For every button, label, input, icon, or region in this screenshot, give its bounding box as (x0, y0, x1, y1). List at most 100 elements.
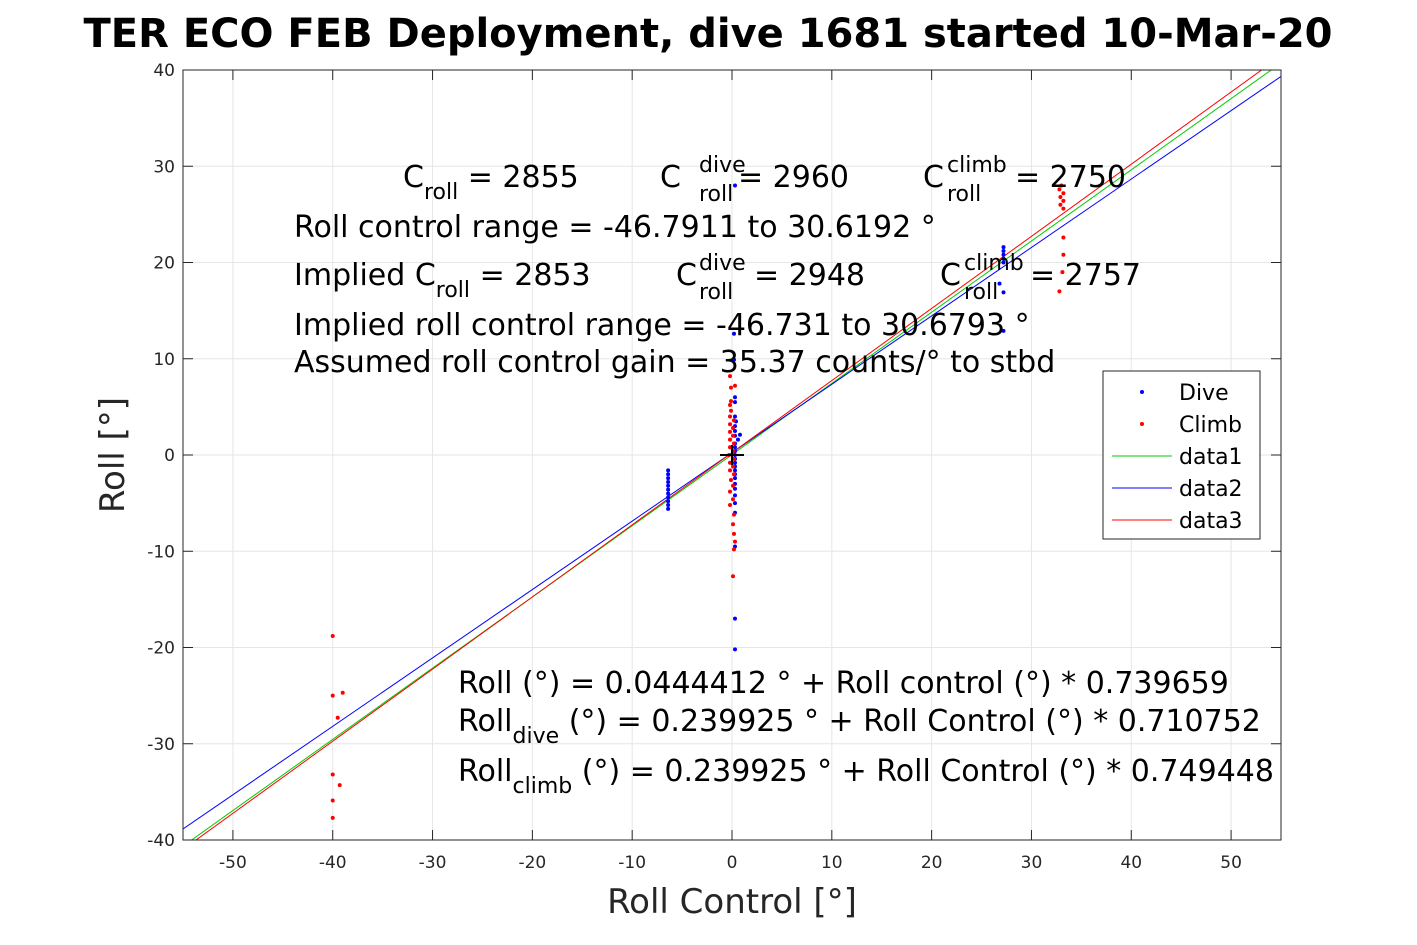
x-axis-label: Roll Control [°] (607, 882, 857, 922)
dive-point (666, 499, 671, 504)
legend-marker-dive (1140, 390, 1144, 394)
dive-point (666, 503, 671, 508)
dive-point (732, 183, 737, 188)
climb-point (730, 483, 735, 488)
origin-marker (720, 445, 744, 465)
dive-point (666, 468, 671, 473)
annotation-c-roll-climb-sub: roll (947, 182, 981, 207)
climb-point (728, 422, 733, 427)
climb-point (729, 478, 734, 483)
dive-point (731, 357, 736, 362)
x-tick-label: 20 (921, 853, 943, 873)
climb-point (732, 383, 737, 388)
climb-point (729, 399, 734, 404)
climb-point (1061, 235, 1066, 240)
climb-point (728, 402, 733, 407)
climb-point (730, 464, 735, 469)
dive-point (1001, 260, 1006, 265)
climb-point (1059, 183, 1064, 188)
dive-point (732, 476, 737, 481)
annotation-gain: Assumed roll control gain = 35.37 counts… (294, 345, 1055, 380)
annotation-c-roll-climb-sup: climb (947, 153, 1007, 178)
dive-point (666, 495, 671, 500)
climb-point (330, 815, 335, 820)
legend-box (1102, 370, 1261, 540)
climb-point (728, 414, 733, 419)
climb-point (1058, 195, 1063, 200)
x-tick-label: 40 (1120, 853, 1142, 873)
annotation-implied-range: Implied roll control range = -46.731 to … (294, 308, 1030, 343)
dive-point (731, 331, 736, 336)
climb-point (330, 633, 335, 638)
climb-point (330, 798, 335, 803)
chart-title: TER ECO FEB Deployment, dive 1681 starte… (83, 11, 1332, 57)
annotation-c-roll-dive-value: = 2960 (738, 160, 849, 195)
climb-point (330, 772, 335, 777)
y-axis-ticks: -40 -30 -20 -10 0 10 20 30 40 (147, 61, 1281, 851)
climb-point (730, 426, 735, 431)
dive-point (732, 486, 737, 491)
climb-point (730, 522, 735, 527)
legend-label-data1: data1 (1179, 445, 1243, 470)
dive-point (732, 395, 737, 400)
climb-point (1057, 187, 1062, 192)
climb-point (728, 503, 733, 508)
dive-point (732, 616, 737, 621)
dive-point (1001, 245, 1006, 250)
dive-point (732, 647, 737, 652)
dive-point (666, 483, 671, 488)
climb-point (730, 433, 735, 438)
y-tick-label: -20 (147, 639, 175, 659)
climb-point (337, 783, 342, 788)
dive-point (1001, 328, 1006, 333)
dive-point (666, 476, 671, 481)
annotation-implied-c-roll-dive: C (676, 258, 697, 293)
climb-point (731, 472, 736, 477)
x-tick-label: 10 (821, 853, 843, 873)
annotation-implied-c-roll-dive-sup: dive (699, 251, 746, 276)
climb-point (1061, 198, 1066, 203)
climb-point (731, 441, 736, 446)
legend-label-dive: Dive (1179, 381, 1229, 406)
y-tick-label: -40 (147, 831, 175, 851)
annotation-c-roll-dive-sup: dive (699, 153, 746, 178)
x-tick-label: -30 (419, 853, 447, 873)
climb-point (1060, 270, 1065, 275)
dive-point (732, 493, 737, 498)
annotation-implied-c-roll: Implied Croll = 2853 (294, 258, 591, 303)
legend-marker-climb (1140, 422, 1144, 426)
annotation-implied-c-roll-climb-value: = 2757 (1030, 258, 1141, 293)
x-tick-label: -50 (219, 853, 247, 873)
annotation-implied-c-roll-climb-sup: climb (964, 251, 1024, 276)
dive-point (732, 445, 737, 450)
dive-point (732, 414, 737, 419)
climb-point (1061, 191, 1066, 196)
dive-point (666, 472, 671, 477)
climb-point (731, 547, 736, 552)
climb-point (1061, 252, 1066, 257)
annotation-range: Roll control range = -46.7911 to 30.6192… (294, 210, 936, 245)
dive-point (737, 432, 742, 437)
x-tick-label: -40 (319, 853, 347, 873)
climb-point (1057, 289, 1062, 294)
legend-label-climb: Climb (1179, 413, 1242, 438)
y-tick-label: -10 (147, 542, 175, 562)
legend: Dive Climb data1 data2 data3 (1102, 370, 1261, 540)
annotation-c-roll-dive: C (660, 160, 681, 195)
dive-point (1001, 248, 1006, 253)
annotation-c-roll-climb: C (923, 160, 944, 195)
climb-point (731, 512, 736, 517)
dive-point (732, 428, 737, 433)
dive-point (1001, 252, 1006, 257)
y-tick-label: 20 (153, 254, 175, 274)
dive-point (732, 501, 737, 506)
annotation-c-roll-dive-sub: roll (699, 182, 733, 207)
climb-point (340, 690, 345, 695)
annotation-fit-dive: Rolldive (°) = 0.239925 ° + Roll Control… (458, 704, 1261, 749)
dive-point (666, 479, 671, 484)
y-tick-label: 40 (153, 61, 175, 81)
climb-point (330, 693, 335, 698)
climb-point (728, 429, 733, 434)
y-tick-label: 10 (153, 350, 175, 370)
